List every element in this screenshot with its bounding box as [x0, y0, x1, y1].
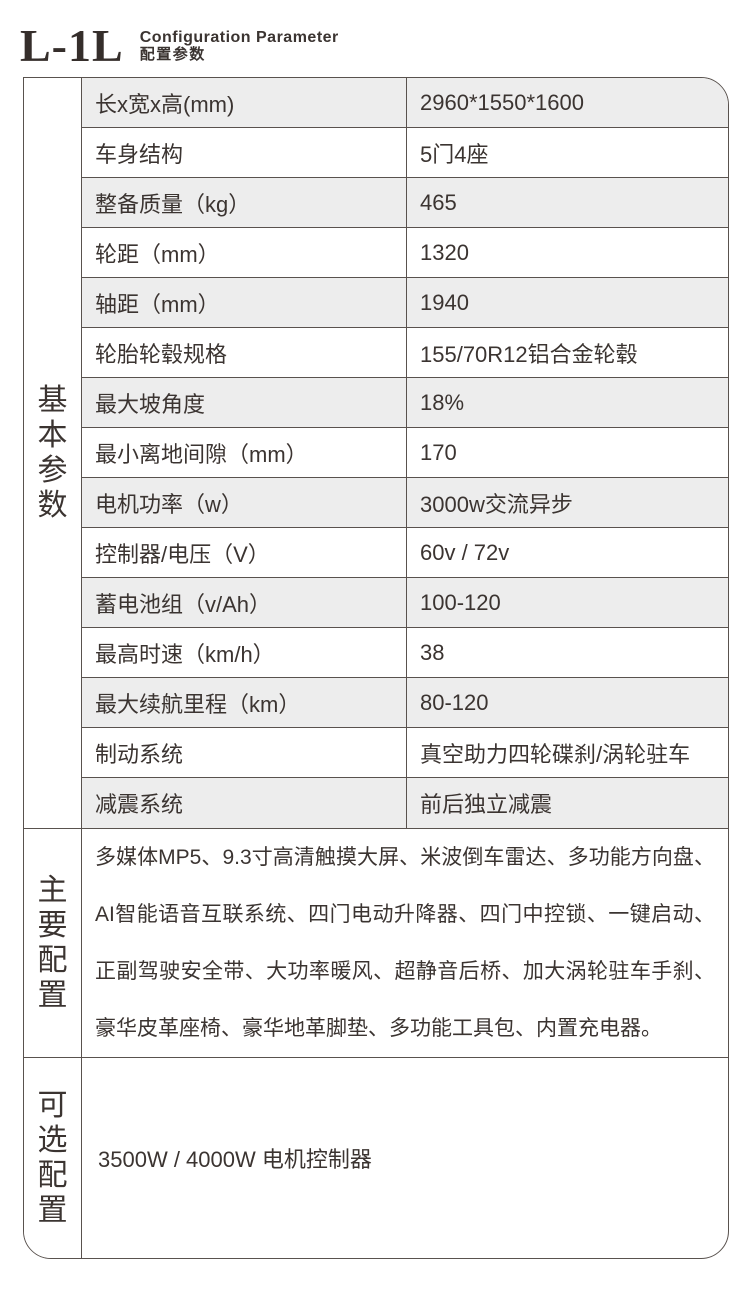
section-basic-header: 基本参数 — [24, 78, 82, 828]
spec-label: 轮距（mm） — [82, 228, 407, 277]
spec-label: 最大坡角度 — [82, 378, 407, 427]
spec-label: 整备质量（kg） — [82, 178, 407, 227]
section-optional-title: 可选配置 — [37, 1089, 68, 1227]
table-row: 车身结构 5门4座 — [82, 128, 728, 178]
spec-label: 制动系统 — [82, 728, 407, 777]
spec-value: 2960*1550*1600 — [420, 89, 584, 115]
model-name: L-1L — [20, 20, 124, 71]
spec-value: 18% — [420, 389, 465, 415]
spec-value: 38 — [420, 639, 445, 665]
section-optional-header: 可选配置 — [24, 1058, 82, 1258]
spec-value: 155/70R12铝合金轮毂 — [420, 341, 638, 367]
spec-value: 前后独立减震 — [420, 792, 553, 817]
spec-label: 轴距（mm） — [82, 278, 407, 327]
spec-value: 1320 — [420, 239, 469, 265]
spec-label: 最小离地间隙（mm） — [82, 428, 407, 477]
spec-label: 最高时速（km/h） — [82, 628, 407, 677]
spec-label: 蓄电池组（v/Ah） — [82, 578, 407, 627]
optional-configuration-body: 3500W / 4000W 电机控制器 — [82, 1058, 728, 1258]
table-row: 蓄电池组（v/Ah） 100-120 — [82, 578, 728, 628]
subtitle-chinese: 配置参数 — [139, 46, 206, 63]
table-row: 最大续航里程（km） 80-120 — [82, 678, 728, 728]
spec-table: 基本参数 长x宽x高(mm) 2960*1550*1600 车身结构 5门4座 … — [23, 77, 729, 1259]
section-optional-configuration: 可选配置 3500W / 4000W 电机控制器 — [24, 1057, 728, 1258]
table-row: 长x宽x高(mm) 2960*1550*1600 — [82, 78, 728, 128]
spec-value: 真空助力四轮碟刹/涡轮驻车 — [420, 741, 691, 767]
subtitle-english: Configuration Parameter — [139, 29, 339, 46]
optional-configuration-text: 3500W / 4000W 电机控制器 — [98, 1147, 372, 1172]
table-row: 整备质量（kg） 465 — [82, 178, 728, 228]
section-main-configuration: 主要配置 多媒体MP5、9.3寸高清触摸大屏、米波倒车雷达、多功能方向盘、AI智… — [24, 828, 728, 1057]
spec-value: 80-120 — [420, 689, 489, 715]
table-row: 最大坡角度 18% — [82, 378, 728, 428]
table-row: 电机功率（w） 3000w交流异步 — [82, 478, 728, 528]
spec-value: 100-120 — [420, 589, 501, 615]
table-row: 轮胎轮毂规格 155/70R12铝合金轮毂 — [82, 328, 728, 378]
spec-value: 1940 — [420, 289, 469, 315]
spec-label: 长x宽x高(mm) — [82, 78, 407, 127]
spec-value: 5门4座 — [420, 141, 489, 167]
spec-value: 170 — [420, 439, 457, 465]
section-main-header: 主要配置 — [24, 829, 82, 1057]
header: L-1L Configuration Parameter 配置参数 — [20, 20, 339, 71]
section-main-title: 主要配置 — [37, 874, 68, 1012]
spec-value: 60v / 72v — [420, 539, 510, 565]
spec-value: 465 — [420, 189, 457, 215]
header-subtitle: Configuration Parameter 配置参数 — [140, 29, 339, 63]
spec-label: 车身结构 — [82, 128, 407, 177]
spec-label: 最大续航里程（km） — [82, 678, 407, 727]
table-row: 制动系统 真空助力四轮碟刹/涡轮驻车 — [82, 728, 728, 778]
table-row: 控制器/电压（V） 60v / 72v — [82, 528, 728, 578]
spec-value: 3000w交流异步 — [420, 491, 573, 517]
table-row: 减震系统 前后独立减震 — [82, 778, 728, 828]
spec-label: 控制器/电压（V） — [82, 528, 407, 577]
main-configuration-text: 多媒体MP5、9.3寸高清触摸大屏、米波倒车雷达、多功能方向盘、AI智能语音互联… — [95, 846, 715, 1040]
spec-label: 电机功率（w） — [82, 478, 407, 527]
basic-rows: 长x宽x高(mm) 2960*1550*1600 车身结构 5门4座 整备质量（… — [82, 78, 728, 828]
table-row: 轮距（mm） 1320 — [82, 228, 728, 278]
table-row: 最高时速（km/h） 38 — [82, 628, 728, 678]
section-basic-parameters: 基本参数 长x宽x高(mm) 2960*1550*1600 车身结构 5门4座 … — [24, 78, 728, 828]
spec-label: 轮胎轮毂规格 — [82, 328, 407, 377]
spec-label: 减震系统 — [82, 778, 407, 828]
section-basic-title: 基本参数 — [37, 384, 68, 522]
table-row: 最小离地间隙（mm） 170 — [82, 428, 728, 478]
table-row: 轴距（mm） 1940 — [82, 278, 728, 328]
